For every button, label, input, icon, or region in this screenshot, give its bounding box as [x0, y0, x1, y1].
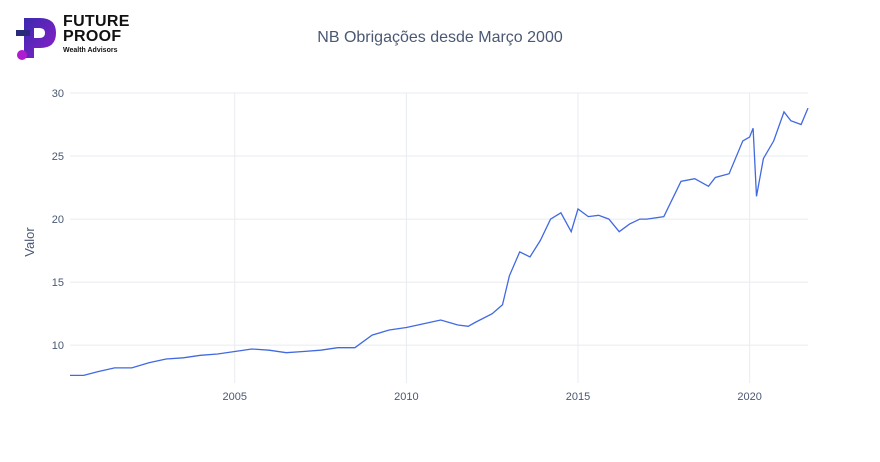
chart-title: NB Obrigações desde Março 2000 [317, 29, 563, 46]
logo-text: FUTURE PROOF Wealth Advisors [63, 14, 130, 56]
y-tick-label: 25 [52, 151, 64, 163]
x-tick-label: 2005 [223, 391, 247, 403]
y-tick-label: 30 [52, 88, 64, 100]
grid [70, 92, 808, 383]
y-tick-label: 15 [52, 277, 64, 289]
y-tick-labels: 10 15 20 25 30 [52, 88, 64, 352]
y-tick-label: 10 [52, 340, 64, 352]
x-tick-label: 2015 [566, 391, 590, 403]
logo: FUTURE PROOF Wealth Advisors [14, 14, 144, 64]
series-line [70, 107, 809, 377]
x-tick-label: 2010 [394, 391, 418, 403]
logo-subtitle: Wealth Advisors [63, 47, 118, 54]
future-proof-logo-icon [16, 18, 56, 60]
x-tick-label: 2020 [737, 391, 761, 403]
y-axis-title: Valor [22, 227, 37, 257]
logo-line2: PROOF [63, 28, 122, 45]
y-tick-label: 20 [52, 214, 64, 226]
x-tick-labels: 2005 2010 2015 2020 [223, 391, 762, 403]
logo-line1: FUTURE [63, 13, 130, 30]
